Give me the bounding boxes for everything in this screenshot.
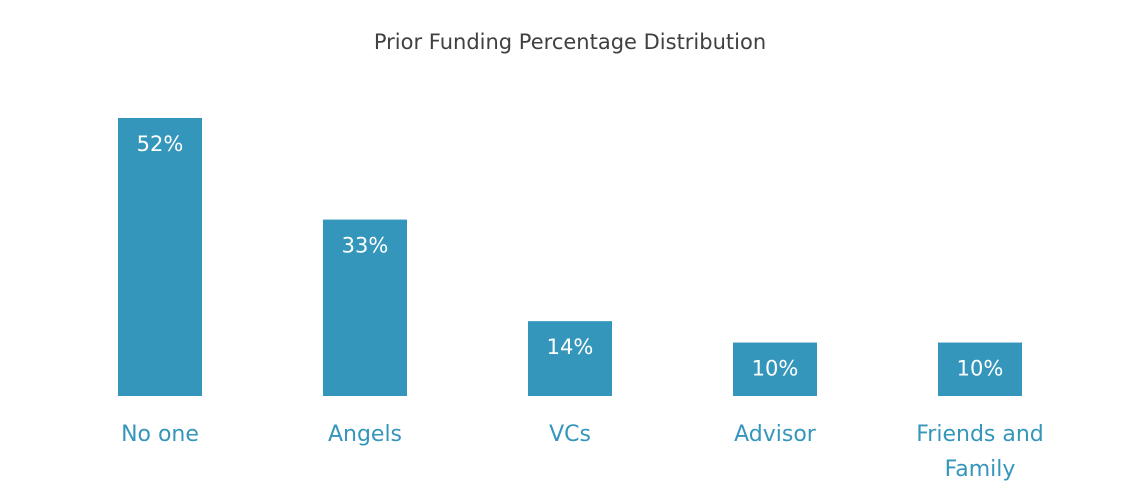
category-label-no-one: No one xyxy=(121,422,199,447)
category-label-advisor: Advisor xyxy=(734,422,817,447)
data-label-advisor: 10% xyxy=(752,357,799,381)
data-label-angels: 33% xyxy=(342,234,389,258)
category-label-vcs: VCs xyxy=(549,422,591,447)
bar-advisor xyxy=(733,342,817,396)
value-labels-layer: 52% 33% 14% 10% 10% xyxy=(137,132,1004,381)
data-label-no-one: 52% xyxy=(137,132,184,156)
bar-friends-and-family xyxy=(938,342,1022,396)
chart-title: Prior Funding Percentage Distribution xyxy=(374,30,766,54)
data-label-friends-and-family: 10% xyxy=(957,357,1004,381)
bar-vcs xyxy=(528,321,612,396)
category-label-friends-and-family: Friends and Family xyxy=(916,422,1044,482)
data-label-vcs: 14% xyxy=(547,335,594,359)
bar-no-one xyxy=(118,118,202,396)
category-labels-layer: No one Angels VCs Advisor Friends and Family xyxy=(121,422,1044,482)
bar-angels xyxy=(323,219,407,396)
bars-layer xyxy=(118,118,1022,396)
category-label-angels: Angels xyxy=(328,422,402,447)
